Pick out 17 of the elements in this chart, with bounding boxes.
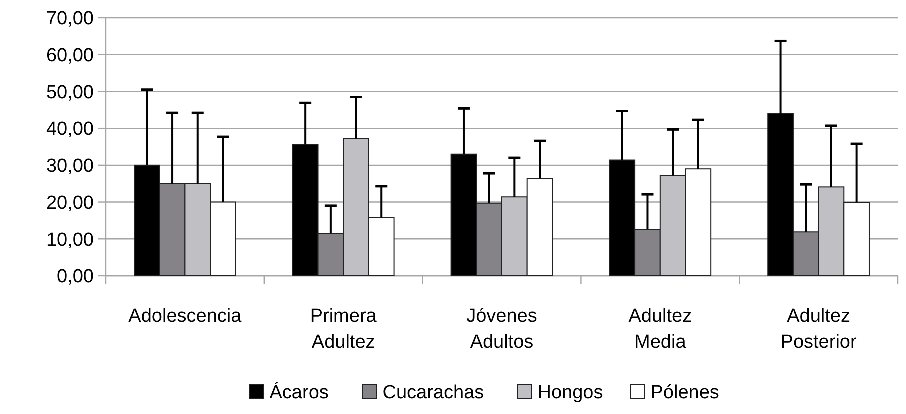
y-tick-label: 20,00 bbox=[46, 192, 94, 214]
y-tick-label: 50,00 bbox=[46, 82, 94, 104]
y-tick-label: 0,00 bbox=[57, 266, 94, 288]
legend-label: Pólenes bbox=[650, 382, 720, 404]
y-tick-label: 30,00 bbox=[46, 156, 94, 178]
x-tick-label: Primera Adultez bbox=[310, 306, 378, 353]
x-tick-label: Adultez Posterior bbox=[780, 306, 858, 353]
legend-label: Ácaros bbox=[270, 382, 329, 404]
y-tick-label: 10,00 bbox=[46, 230, 94, 251]
legend-label: Hongos bbox=[538, 382, 604, 404]
x-tick-label: Adultez Media bbox=[628, 306, 692, 353]
y-tick-label: 40,00 bbox=[46, 119, 94, 140]
x-tick-label: Jóvenes Adultos bbox=[466, 306, 538, 353]
y-tick-label: 60,00 bbox=[46, 46, 94, 67]
y-tick-label: 70,00 bbox=[46, 8, 94, 30]
legend-label: Cucarachas bbox=[382, 382, 484, 404]
x-tick-label: Adolescencia bbox=[128, 306, 242, 327]
